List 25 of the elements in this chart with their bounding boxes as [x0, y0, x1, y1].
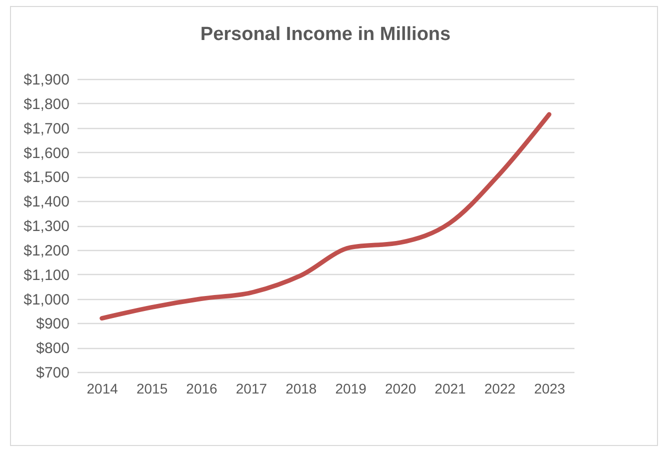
x-tick-label: 2015: [136, 380, 168, 396]
x-tick-label: 2016: [186, 380, 218, 396]
y-tick-label: $1,300: [24, 218, 70, 235]
y-tick-label: $1,200: [24, 242, 70, 260]
line-series: [100, 112, 552, 321]
y-tick-label: $1,700: [24, 120, 70, 138]
x-tick-label: 2020: [384, 380, 416, 396]
x-tick-label: 2019: [335, 380, 367, 396]
y-tick-label: $1,400: [24, 194, 70, 211]
y-tick-label: $1,800: [24, 96, 70, 113]
y-tick-label: $1,100: [24, 266, 70, 284]
y-tick-label: $1,500: [24, 169, 70, 186]
x-tick-label: 2023: [534, 380, 566, 396]
x-tick-label: 2018: [286, 380, 317, 396]
y-tick-label: $900: [36, 316, 70, 333]
chart-title: Personal Income in Millions: [200, 24, 451, 45]
y-tick-label: $1,600: [24, 144, 70, 162]
y-tick-label: $1,000: [24, 291, 70, 308]
y-tick-label: $1,900: [24, 72, 70, 88]
x-tick-label: 2017: [236, 380, 268, 396]
y-tick-label: $800: [36, 340, 70, 358]
x-tick-label: 2022: [484, 380, 516, 396]
x-tick-label: 2014: [86, 380, 118, 396]
x-tick-label: 2021: [434, 380, 466, 396]
y-tick-label: $700: [36, 364, 70, 382]
